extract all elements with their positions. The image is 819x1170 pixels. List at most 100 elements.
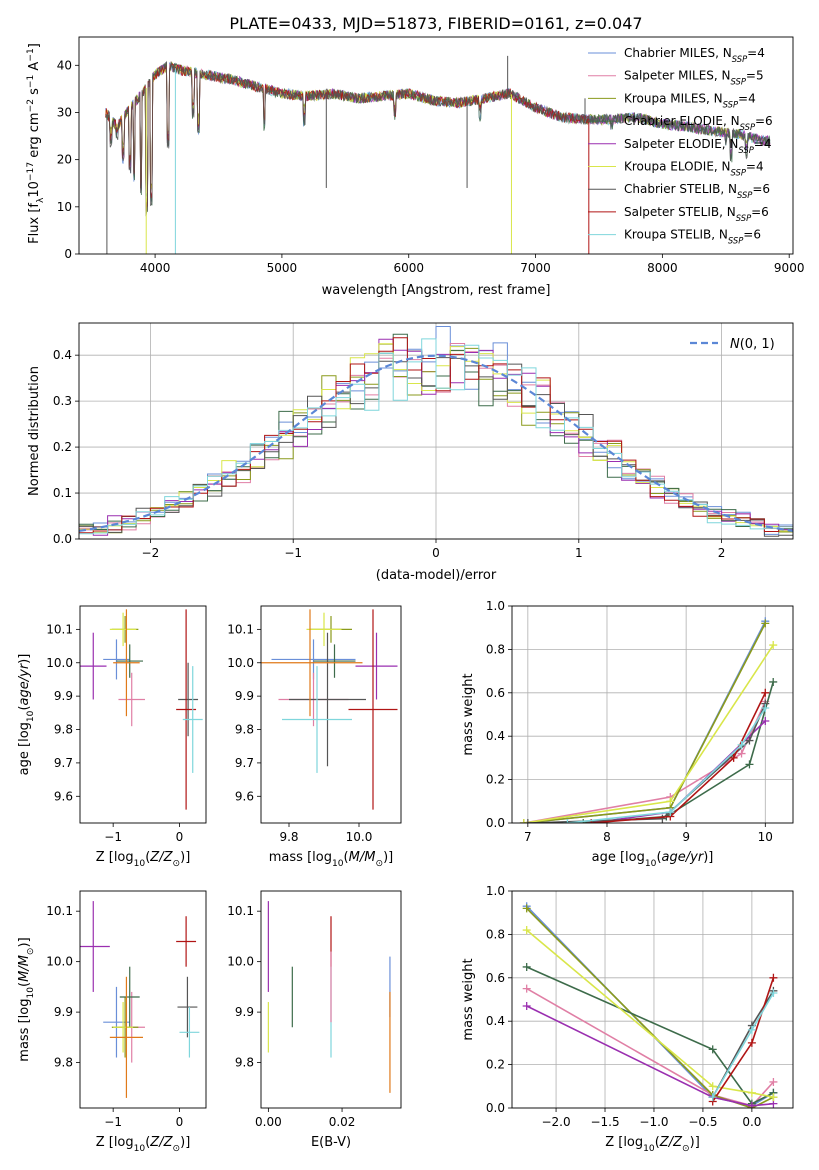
x-tick-label: 0.00 (255, 1115, 282, 1129)
legend-entry: Chabrier STELIB, NSSP=6 (624, 182, 770, 200)
x-tick-label: −1 (104, 830, 122, 844)
x-axis-label: Z [log10(Z/Z⊙)] (96, 850, 191, 869)
grid (512, 890, 793, 1109)
plus-marker (769, 1093, 778, 1102)
plus-marker (761, 717, 770, 726)
y-tick-label: 0.0 (486, 1101, 505, 1115)
plus-marker (769, 988, 778, 997)
label-part: M/M (349, 850, 376, 865)
y-tick-label: 0.0 (486, 816, 505, 830)
plus-marker (666, 797, 675, 806)
label-part: 10 (645, 859, 657, 869)
x-axis-label: E(B-V) (311, 1135, 351, 1150)
plus-marker (747, 1038, 756, 1047)
axes-frame (260, 605, 402, 824)
plus-marker (666, 808, 675, 817)
label-part: ⊙ (26, 947, 36, 955)
label-part: s (27, 88, 42, 99)
label-part: Z [log (605, 1135, 643, 1150)
x-tick-label: −2.0 (541, 1115, 570, 1129)
label-part: ⊙ (173, 1144, 181, 1154)
y-tick-label: 10.0 (46, 955, 73, 969)
plot-area (105, 55, 771, 254)
x-axis-label: wavelength [Angstrom, rest frame] (322, 283, 551, 298)
y-tick-label: 0.3 (53, 394, 72, 408)
label-part: 10 (27, 181, 42, 198)
plot-area (261, 609, 398, 810)
y-tick-label: 0.4 (486, 1014, 505, 1028)
label-part: −2 (26, 99, 36, 112)
plot-area (267, 901, 391, 1093)
label-part: SSP (728, 236, 744, 246)
label-part: =6 (755, 114, 773, 128)
label-part: Kroupa STELIB, N (624, 228, 728, 242)
label-part: =4 (747, 46, 765, 60)
label-part: 10 (643, 1144, 655, 1154)
legend-entry: Salpeter STELIB, NSSP=6 (624, 205, 769, 223)
x-tick-label: −1 (104, 1115, 122, 1129)
series-line (523, 620, 767, 823)
axes: 7 8 9 10 0.0 0.2 0.4 0.6 0.8 1.0 mass weight age [l… (461, 599, 794, 869)
series-line (523, 623, 767, 823)
y-axis-label: Normed distribution (27, 366, 42, 496)
label-part: age [log (592, 850, 645, 865)
x-tick-label: 5000 (267, 261, 298, 275)
axes-frame (511, 605, 794, 824)
y-tick-label: 1.0 (486, 884, 505, 898)
label-part: ( (17, 705, 32, 710)
age-vs-metallicity-panel: −1 09.69.79.89.910.010.1Z [log10(Z/Z⊙)]ag… (17, 605, 207, 869)
label-part: Kroupa ELODIE, N (624, 160, 731, 174)
series-line (591, 692, 767, 823)
x-tick-label: 0.02 (329, 1115, 356, 1129)
y-axis-label: Flux [fλ10−17 erg cm−2 s−1 A−1] (26, 43, 46, 244)
y-tick-label: 0.8 (486, 642, 505, 656)
series-line (526, 987, 774, 1107)
residuals-panel: −2 −1 0 1 2 0.0 0.1 0.2 0.3 0.4 (data-model)/error… (27, 322, 794, 583)
label-part: SSP (737, 190, 753, 200)
legend-entry: N(0, 1) (730, 337, 775, 352)
series-line (526, 1005, 774, 1107)
x-tick-label: 0 (176, 1115, 184, 1129)
label-part: 10 (26, 987, 36, 999)
plus-marker (708, 1093, 717, 1102)
label-part: mass [log (17, 999, 32, 1062)
label-part: mass weight (461, 958, 476, 1040)
figure-title: PLATE=0433, MJD=51873, FIBERID=0161, z=0… (229, 14, 642, 33)
axes-frame (260, 890, 402, 1109)
label-part: ( (344, 850, 349, 865)
label-part: SSP (723, 99, 739, 109)
label-part: erg cm (27, 112, 42, 161)
y-tick-label: 0.2 (486, 773, 505, 787)
y-tick-label: 0.2 (53, 440, 72, 454)
plus-marker (761, 688, 770, 697)
label-part: mass weight (461, 673, 476, 755)
plus-marker (769, 641, 778, 650)
label-part: Z/Z (659, 1135, 683, 1150)
x-tick-label: 2 (718, 546, 726, 560)
x-tick-label: 9000 (774, 261, 805, 275)
age-vs-mass-panel: 9.8 10.0 9.6 9.7 9.8 9.9 10.0 10.1 mass [log10(M… (227, 605, 402, 869)
x-tick-label: −1.0 (639, 1115, 668, 1129)
axes: −2.0 −1.5 −1.0 −0.5 0.0 0.0 0.2 0.4 0.6 0.8 1.0 mas… (461, 884, 794, 1154)
label-part: 10 (134, 1144, 146, 1154)
legend-entry: Kroupa STELIB, NSSP=6 (624, 228, 761, 246)
label-part: (0, 1) (740, 337, 775, 352)
x-tick-label: 8 (603, 830, 611, 844)
label-part: M/M (17, 955, 32, 982)
y-tick-label: 10.0 (227, 955, 254, 969)
y-tick-label: 9.8 (235, 1056, 254, 1070)
label-part: Salpeter ELODIE, N (624, 137, 738, 151)
plus-marker (745, 760, 754, 769)
axes: 9.8 10.0 9.6 9.7 9.8 9.9 10.0 10.1 mass [log10(M… (227, 605, 402, 869)
y-tick-label: 30 (57, 105, 72, 119)
series-line (526, 907, 774, 1108)
axes: −1 09.69.79.89.910.010.1Z [log10(Z/Z⊙)]ag… (17, 605, 207, 869)
axes: 4000 5000 6000 7000 8000 9000 0 10 20 30 40 wavelen… (26, 36, 805, 298)
spectrum-line (105, 62, 590, 212)
label-part: 10 (134, 859, 146, 869)
x-tick-label: 1 (575, 546, 583, 560)
label-part: −17 (26, 162, 36, 181)
x-tick-label: −0.5 (688, 1115, 717, 1129)
y-tick-label: 0.8 (486, 927, 505, 941)
label-part: )] (17, 654, 32, 664)
